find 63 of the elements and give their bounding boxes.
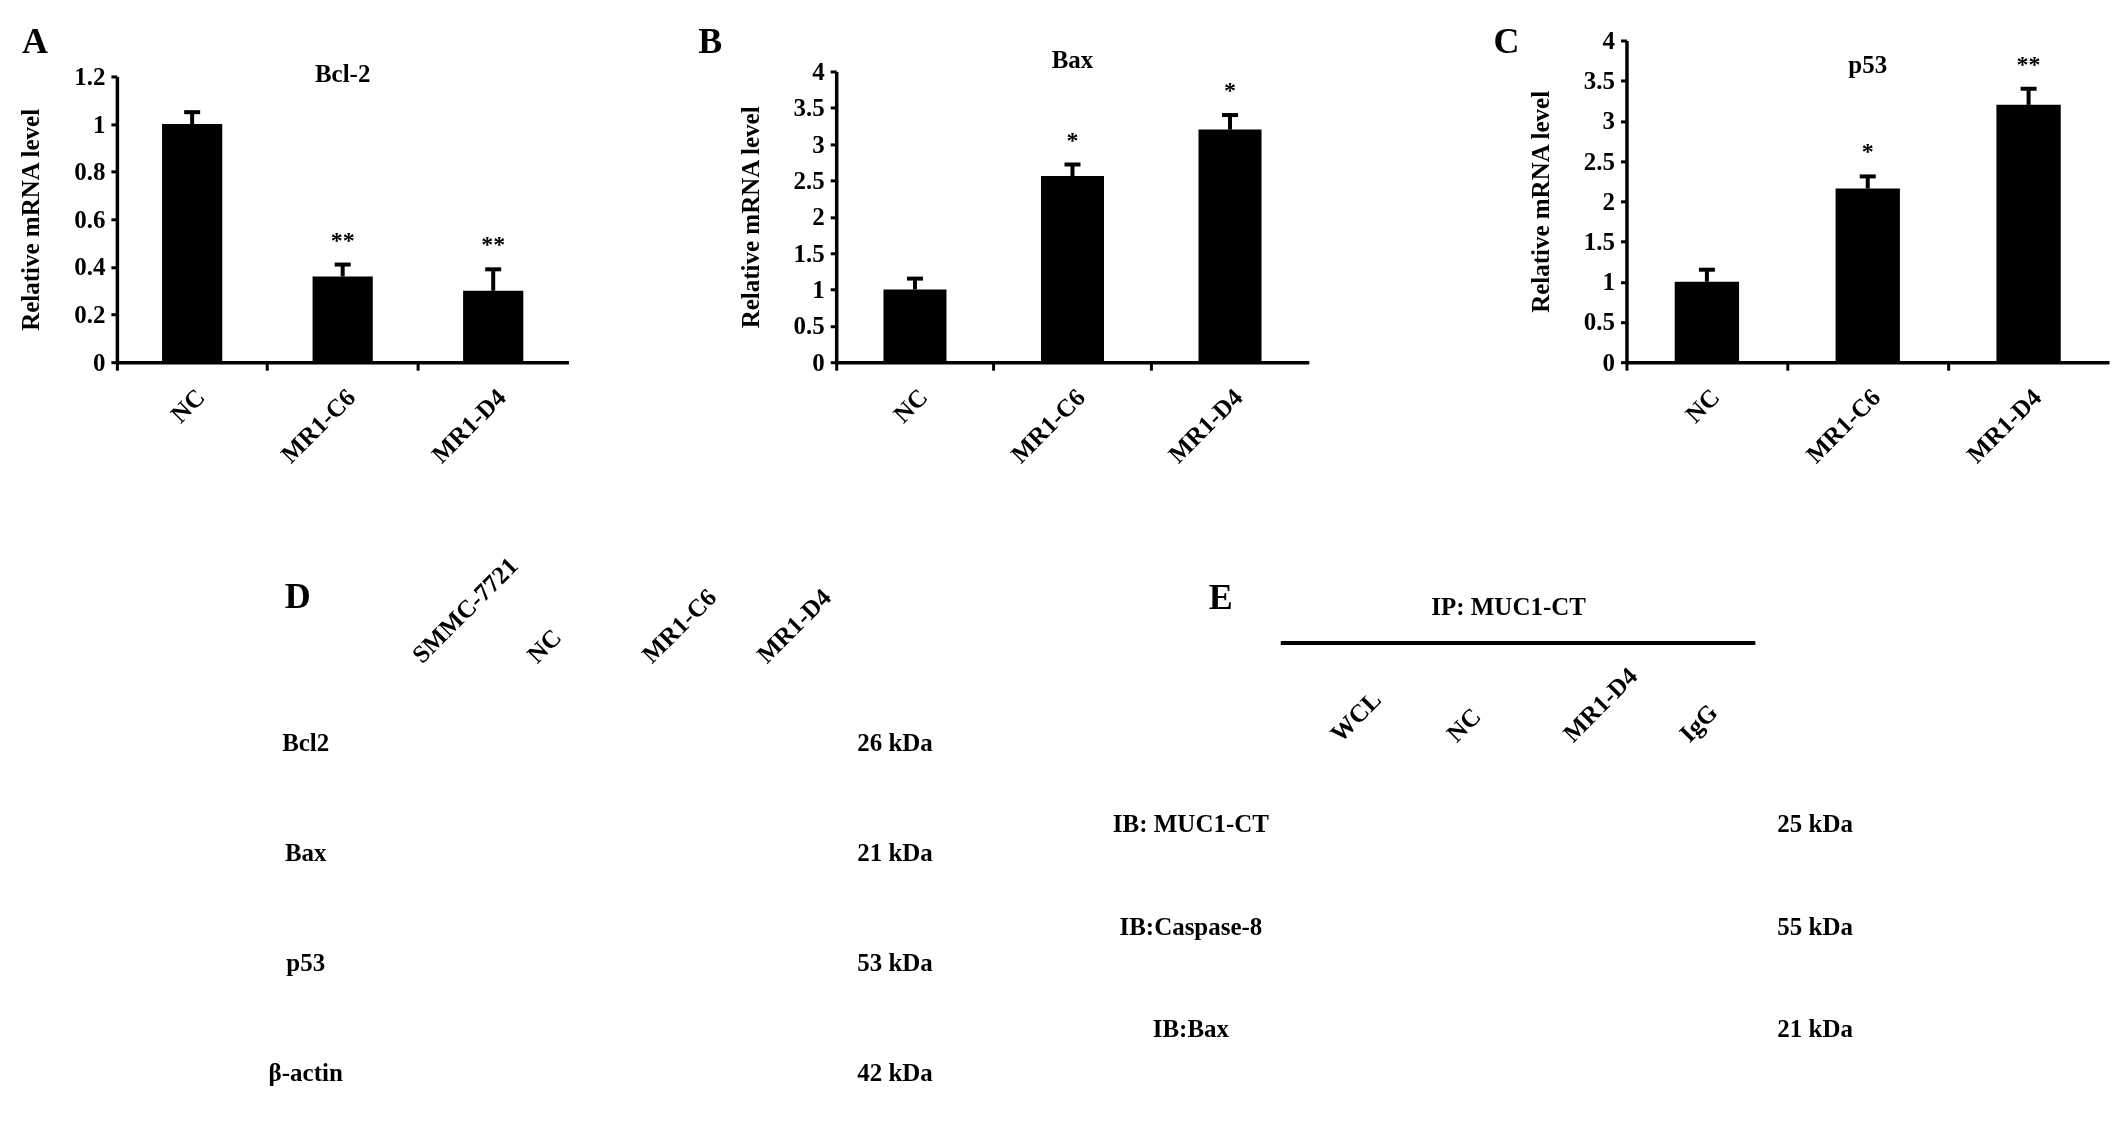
y-tick-label: 1.5 <box>1583 228 1615 256</box>
y-tick-label: 0.5 <box>1583 308 1615 336</box>
x-tick-label: NC <box>888 383 933 428</box>
y-tick-label: 1 <box>92 110 106 138</box>
category-label: p53 <box>286 949 326 977</box>
y-tick-label: 2.5 <box>793 166 825 194</box>
data-label: ** <box>481 231 506 258</box>
y-tick-label: 0.8 <box>74 158 106 186</box>
category-label: NC <box>521 623 567 669</box>
text: D <box>284 575 311 616</box>
text: C <box>1493 21 1520 62</box>
x-tick-label: NC <box>1679 383 1725 428</box>
category-label: Bax <box>284 839 327 867</box>
y-tick-label: 2 <box>812 203 825 231</box>
data-label: ** <box>2016 50 2041 77</box>
y-tick-label: 0.5 <box>793 312 825 340</box>
y-tick-label: 4 <box>812 57 826 85</box>
y-tick-label: 0 <box>1602 348 1615 376</box>
category-label: 21 kDa <box>1777 1015 1853 1043</box>
y-tick-label: 0.6 <box>74 205 106 233</box>
data-label: * <box>1224 77 1236 104</box>
data-label: ** <box>330 226 355 253</box>
text: IP: MUC1-CT <box>1431 592 1587 620</box>
text: A <box>21 21 48 62</box>
y-tick-label: 3.5 <box>1583 67 1615 95</box>
category-label: 21 kDa <box>857 839 933 867</box>
category-label: IB:Caspase-8 <box>1119 912 1263 940</box>
data-label: * <box>1861 138 1874 165</box>
y-axis-title: Relative mRNA level <box>17 108 45 331</box>
y-tick-label: 0.2 <box>74 301 106 329</box>
chart-title: Bax <box>1051 46 1094 74</box>
y-tick-label: 2 <box>1602 187 1615 215</box>
y-axis-title: Relative mRNA level <box>1526 90 1554 313</box>
category-label: IB:Bax <box>1152 1015 1230 1043</box>
chart-title: Bcl-2 <box>314 60 371 88</box>
y-tick-label: 3.5 <box>793 94 825 122</box>
y-tick-label: 1 <box>812 276 825 303</box>
x-tick-label: NC <box>165 383 210 428</box>
category-label: 26 kDa <box>857 729 933 757</box>
category-label: NC <box>1441 702 1486 748</box>
category-label: β-actin <box>268 1059 343 1087</box>
y-tick-label: 1.2 <box>74 62 106 90</box>
chart-title: p53 <box>1848 51 1888 79</box>
category-label: IgG <box>1674 698 1723 748</box>
y-tick-label: 3 <box>812 130 825 158</box>
text: E <box>1208 576 1233 617</box>
y-tick-label: 1 <box>1602 268 1615 296</box>
y-axis-title: Relative mRNA level <box>736 106 764 329</box>
y-tick-label: 2.5 <box>1583 147 1615 175</box>
y-tick-label: 3 <box>1602 107 1615 135</box>
category-label: 53 kDa <box>857 949 933 977</box>
category-label: 25 kDa <box>1777 810 1853 838</box>
category-label: Bcl2 <box>282 729 330 757</box>
text: B <box>698 21 723 62</box>
y-tick-label: 0 <box>92 348 106 376</box>
category-label: 42 kDa <box>857 1059 933 1087</box>
y-tick-label: 0.4 <box>74 253 106 281</box>
category-label: IB: MUC1-CT <box>1112 810 1269 838</box>
data-label: * <box>1066 126 1079 153</box>
y-tick-label: 1.5 <box>793 239 825 267</box>
y-tick-label: 0 <box>812 348 825 376</box>
category-label: 55 kDa <box>1777 912 1853 940</box>
y-tick-label: 4 <box>1602 26 1616 54</box>
